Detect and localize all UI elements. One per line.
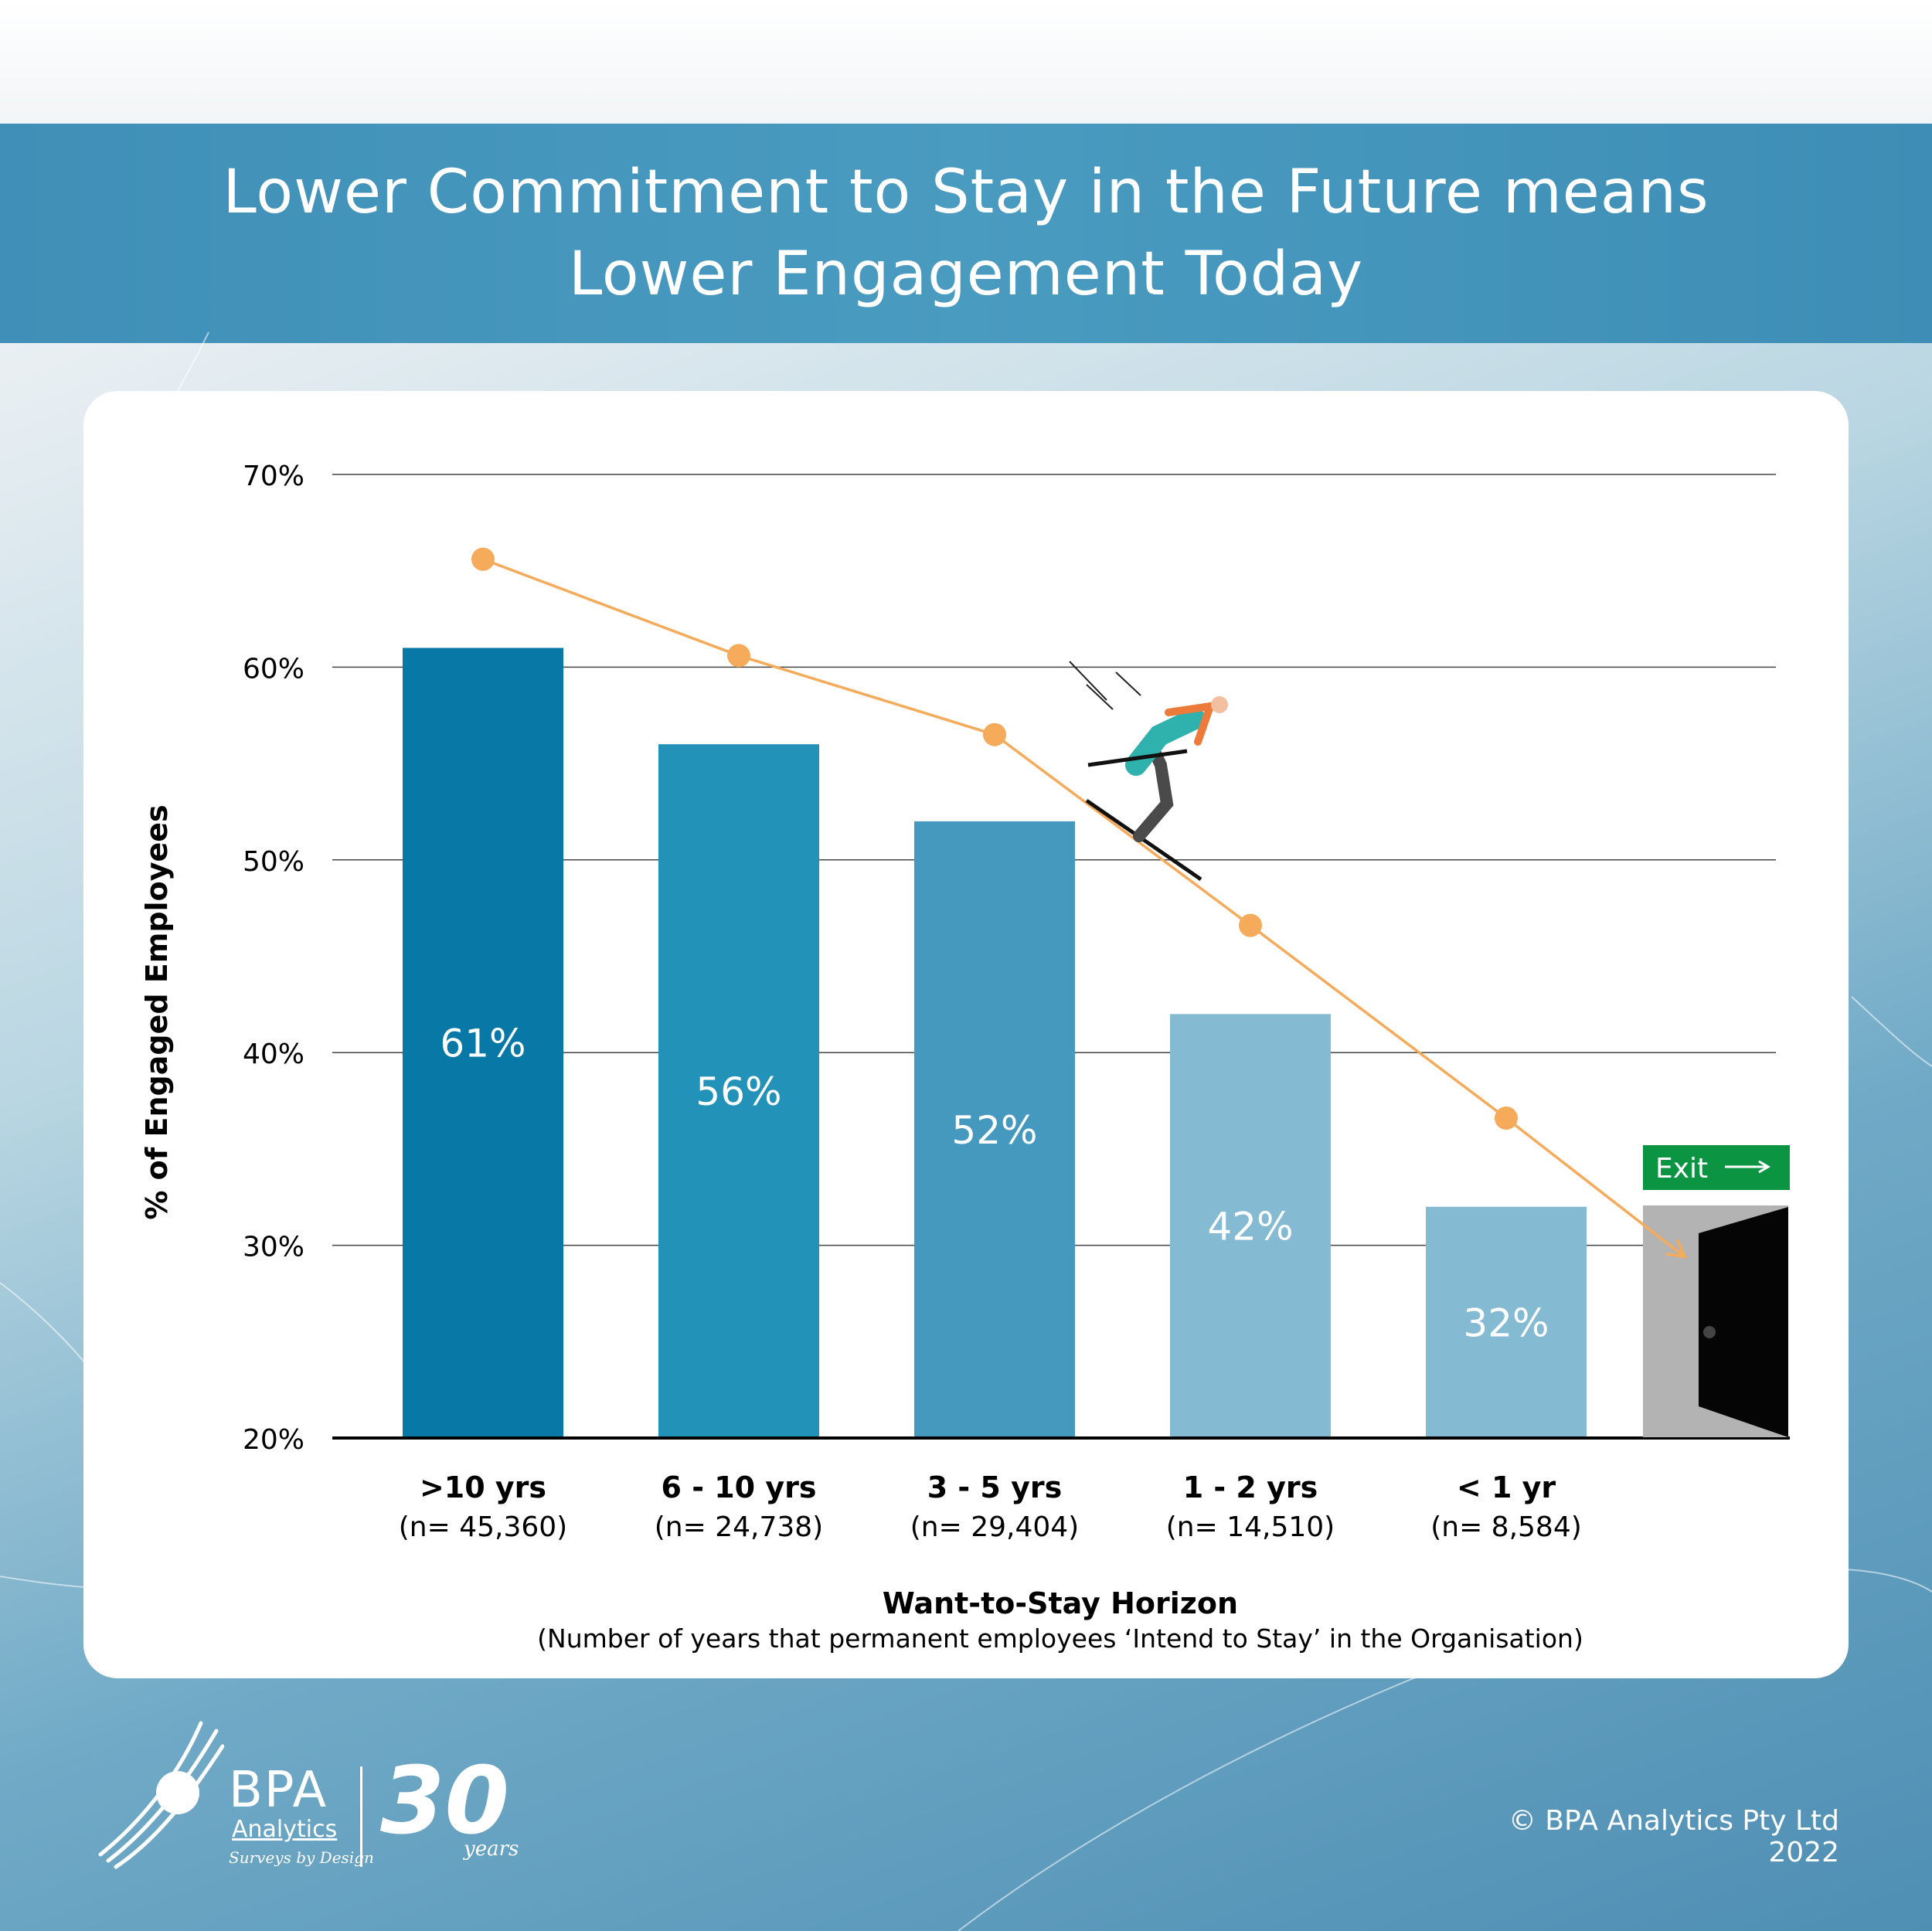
trend-line: [471, 547, 1687, 1259]
door-knob: [1703, 1326, 1716, 1338]
exit-arrow-icon: [1725, 1160, 1770, 1174]
bars: [403, 648, 1587, 1438]
bpa-logo: BPA Analytics Surveys by Design 30 years: [93, 1715, 556, 1885]
anniversary-word: years: [464, 1838, 519, 1861]
logo-sub: Analytics: [232, 1816, 338, 1843]
y-tick-label: 20%: [243, 1424, 304, 1456]
bar: [658, 744, 819, 1438]
bar-value-label: 56%: [696, 1069, 781, 1114]
bar-value-label: 52%: [951, 1108, 1037, 1153]
skier-icon: [1069, 661, 1228, 882]
y-axis-title: % of Engaged Employees: [140, 804, 174, 1219]
bar: [1170, 1014, 1331, 1438]
trend-point: [983, 722, 1006, 746]
bpa-swoosh-icon: [98, 1721, 225, 1869]
y-tick-label: 60%: [243, 653, 304, 685]
trend-point: [471, 547, 495, 571]
bar-value-label: 61%: [440, 1022, 526, 1066]
value-labels: 61% 56% 52% 42% 32%: [440, 1022, 1549, 1346]
title-band: Lower Commitment to Stay in the Future m…: [0, 124, 1932, 343]
sample-size-label: (n= 8,584): [1430, 1511, 1582, 1543]
exit-sign-label: Exit: [1655, 1153, 1708, 1185]
sample-size-label: (n= 29,404): [910, 1511, 1079, 1543]
background-curves: [0, 331, 1932, 1931]
category-label: 3 - 5 yrs: [927, 1470, 1062, 1504]
speed-lines-icon: [1069, 661, 1141, 710]
logo-tagline: Surveys by Design: [229, 1848, 374, 1867]
y-tick-label: 30%: [243, 1232, 304, 1263]
trend-line-path: [482, 558, 1686, 1258]
x-axis-title: Want-to-Stay Horizon: [883, 1586, 1238, 1620]
y-tick-label: 40%: [243, 1039, 304, 1070]
title-line-1: Lower Commitment to Stay in the Future m…: [223, 158, 1709, 227]
sample-size-label: (n= 24,738): [655, 1511, 823, 1543]
copyright: © BPA Analytics Pty Ltd 2022: [1508, 1805, 1839, 1868]
trend-point: [1495, 1106, 1518, 1130]
logo-divider: [360, 1766, 362, 1867]
bar: [914, 821, 1075, 1438]
category-label: 6 - 10 yrs: [662, 1470, 817, 1504]
sample-size-label: (n= 14,510): [1166, 1511, 1335, 1543]
category-label: 1 - 2 yrs: [1183, 1470, 1318, 1504]
bar: [403, 648, 563, 1438]
exit-door-illustration: Exit: [1643, 1145, 1790, 1437]
category-label: >10 yrs: [420, 1470, 546, 1504]
trend-point: [727, 644, 750, 668]
bar: [1426, 1206, 1587, 1438]
title-line-2: Lower Engagement Today: [568, 240, 1364, 309]
category-label: < 1 yr: [1457, 1470, 1556, 1504]
top-strip: [0, 0, 1932, 124]
anniversary-number: 30: [380, 1748, 509, 1855]
x-axis-subtitle: (Number of years that permanent employee…: [537, 1623, 1583, 1654]
trend-arrow-icon: [1666, 1239, 1687, 1259]
bar-value-label: 42%: [1207, 1205, 1293, 1249]
door-panel: [1699, 1207, 1788, 1437]
y-tick-label: 50%: [243, 846, 304, 878]
bar-value-label: 32%: [1463, 1300, 1549, 1345]
y-tick-labels: 20% 30% 40% 50% 60% 70%: [243, 461, 304, 1456]
logo-name: BPA: [229, 1762, 328, 1819]
y-tick-label: 70%: [243, 461, 304, 492]
page-title: Lower Commitment to Stay in the Future m…: [223, 151, 1709, 315]
sample-size-label: (n= 45,360): [399, 1511, 567, 1543]
trend-point: [1239, 913, 1262, 937]
category-labels: >10 yrs (n= 45,360) 6 - 10 yrs (n= 24,738) 3…: [399, 1470, 1582, 1543]
